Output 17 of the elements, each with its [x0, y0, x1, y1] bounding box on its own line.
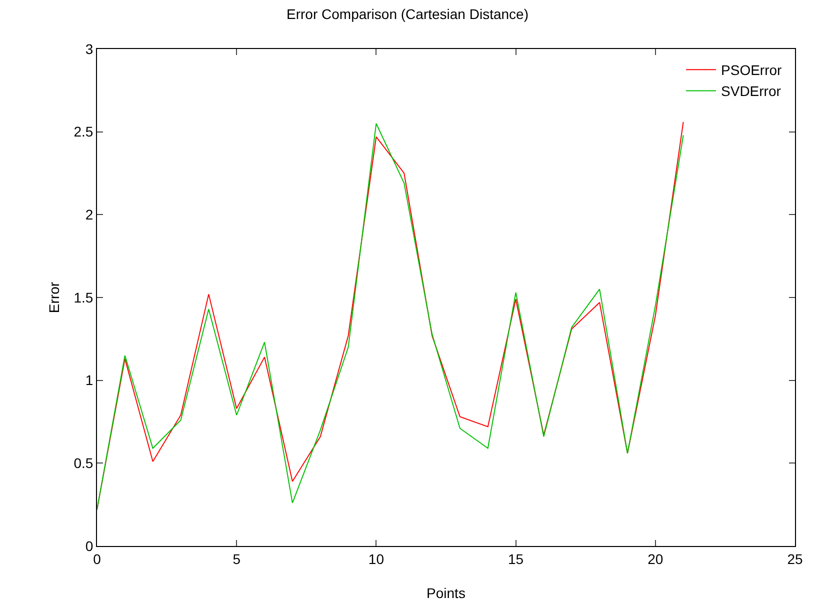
x-tick-label: 25 [787, 550, 803, 567]
y-tick-label: 1.5 [74, 289, 94, 306]
x-tick-label: 10 [368, 550, 384, 567]
y-tick-label: 0.5 [74, 455, 94, 472]
y-tick-label: 1 [85, 372, 94, 388]
y-tick-label: 3 [85, 40, 94, 57]
x-tick-label: 20 [648, 550, 664, 567]
x-axis-title: Points [426, 585, 466, 601]
legend-label: SVDError [721, 83, 782, 100]
y-tick-label: 2 [85, 206, 94, 223]
y-tick-label: 2.5 [74, 124, 94, 140]
y-axis-title: Error [46, 282, 62, 314]
legend-label: PSOError [721, 62, 782, 78]
chart-title: Error Comparison (Cartesian Distance) [286, 6, 528, 22]
x-tick-label: 15 [508, 550, 524, 567]
y-tick-label: 0 [85, 538, 94, 554]
x-tick-label: 5 [232, 550, 241, 567]
